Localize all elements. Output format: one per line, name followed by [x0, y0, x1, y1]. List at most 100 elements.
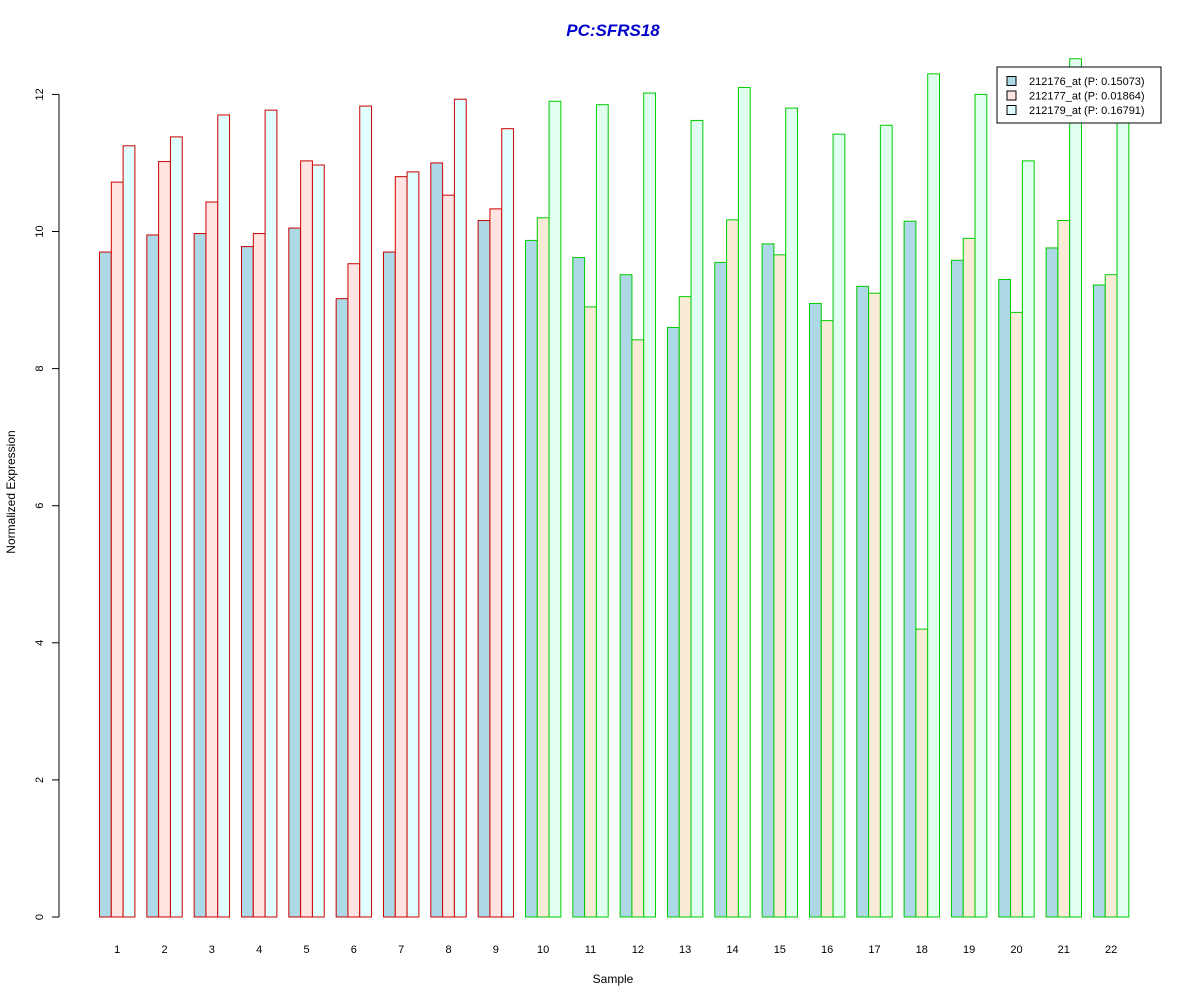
bar-sample-17-series-1	[856, 285, 870, 918]
bar-sample-18-series-2	[915, 628, 929, 918]
x-tick-label-15: 15	[774, 944, 786, 956]
legend-label-1: 212176_at (P: 0.15073)	[1029, 76, 1145, 88]
bar-sample-10-series-1	[524, 239, 538, 918]
bar-sample-5-series-1	[288, 227, 302, 918]
x-tick-label-19: 19	[963, 944, 975, 956]
bar-sample-10-series-3	[548, 100, 562, 918]
bar-sample-1-series-1	[99, 251, 112, 918]
bar-sample-12-series-3	[643, 92, 657, 918]
bar-sample-19-series-2	[962, 237, 976, 918]
legend-label-2: 212177_at (P: 0.01864)	[1029, 91, 1145, 103]
legend: 212176_at (P: 0.15073) 212177_at (P: 0.01…	[996, 66, 1162, 124]
chart-title: PC:SFRS18	[566, 21, 660, 40]
bar-sample-21-series-2	[1057, 220, 1071, 918]
bar-sample-15-series-1	[761, 243, 775, 918]
x-tick-label-22: 22	[1105, 944, 1117, 956]
bar-sample-13-series-1	[666, 326, 680, 918]
bar-sample-17-series-2	[868, 292, 881, 918]
bar-sample-16-series-3	[832, 133, 846, 918]
bar-sample-4-series-2	[252, 233, 266, 918]
bar-sample-7-series-3	[406, 171, 420, 918]
x-tick-label-12: 12	[632, 944, 644, 956]
x-tick-label-3: 3	[209, 944, 215, 956]
y-tick-label-2: 2	[34, 777, 46, 783]
bar-sample-21-series-1	[1045, 247, 1059, 918]
bar-sample-6-series-2	[347, 263, 361, 918]
legend-swatch-3	[1006, 105, 1017, 115]
bar-sample-5-series-2	[300, 160, 313, 918]
y-tick-label-8: 8	[34, 366, 46, 372]
bar-sample-9-series-2	[489, 208, 503, 918]
y-axis: 0 2 4 6 8 10 12	[34, 88, 60, 920]
bar-sample-1-series-2	[110, 181, 124, 918]
bar-sample-13-series-3	[690, 119, 704, 918]
x-tick-label-7: 7	[398, 944, 404, 956]
bar-sample-9-series-3	[501, 128, 515, 918]
x-tick-label-13: 13	[679, 944, 691, 956]
bar-sample-22-series-1	[1092, 284, 1106, 918]
x-tick-label-14: 14	[726, 944, 738, 956]
x-tick-label-17: 17	[868, 944, 880, 956]
bar-sample-20-series-1	[998, 278, 1012, 918]
x-tick-label-2: 2	[161, 944, 167, 956]
bar-sample-14-series-2	[726, 219, 739, 918]
bar-sample-11-series-3	[595, 104, 609, 918]
x-axis-labels: 1 2 3 4 5 6 7 8 9 10 11 12 13 14 15 16 17 18 19 20 21 22	[114, 944, 1117, 956]
x-tick-label-16: 16	[821, 944, 833, 956]
bar-sample-20-series-2	[1010, 311, 1023, 918]
x-tick-label-1: 1	[114, 944, 120, 956]
legend-label-3: 212179_at (P: 0.16791)	[1029, 105, 1145, 117]
bar-sample-7-series-1	[382, 251, 396, 918]
bar-sample-15-series-2	[773, 254, 787, 918]
bar-sample-8-series-1	[430, 162, 444, 918]
bar-sample-14-series-1	[714, 261, 728, 918]
bar-sample-12-series-2	[631, 339, 645, 918]
x-tick-label-10: 10	[537, 944, 549, 956]
bar-sample-19-series-3	[974, 93, 988, 918]
x-tick-label-18: 18	[916, 944, 928, 956]
x-tick-label-5: 5	[303, 944, 309, 956]
x-tick-label-4: 4	[256, 944, 262, 956]
y-axis-title: Normalized Expression	[4, 430, 18, 553]
bar-sample-7-series-2	[394, 176, 408, 918]
bar-sample-11-series-1	[572, 257, 586, 918]
y-tick-label-4: 4	[34, 640, 46, 646]
bar-sample-10-series-2	[536, 217, 550, 918]
bar-sample-16-series-1	[808, 302, 822, 918]
bar-sample-12-series-1	[619, 274, 633, 918]
x-axis-title: Sample	[593, 972, 634, 986]
bar-sample-2-series-3	[169, 136, 183, 918]
bar-sample-20-series-3	[1021, 160, 1035, 918]
bar-sample-8-series-2	[442, 194, 455, 918]
bar-sample-22-series-2	[1104, 274, 1118, 918]
bar-sample-21-series-3	[1069, 58, 1082, 918]
bar-sample-4-series-1	[240, 246, 254, 918]
bar-sample-18-series-1	[903, 220, 917, 918]
legend-swatch-1	[1006, 76, 1017, 86]
bars-layer	[99, 58, 1130, 918]
y-tick-label-0: 0	[34, 914, 46, 920]
x-tick-label-20: 20	[1010, 944, 1022, 956]
x-tick-label-11: 11	[585, 944, 596, 956]
bar-sample-14-series-3	[737, 87, 751, 918]
bar-sample-19-series-1	[950, 259, 964, 918]
bar-sample-5-series-3	[311, 164, 325, 918]
bar-sample-8-series-3	[453, 98, 467, 918]
bar-sample-2-series-1	[146, 234, 160, 918]
bar-sample-3-series-1	[193, 233, 207, 918]
bar-sample-18-series-3	[927, 73, 941, 918]
bar-sample-11-series-2	[584, 306, 597, 918]
bar-sample-16-series-2	[820, 320, 834, 918]
bar-sample-6-series-3	[359, 105, 373, 918]
bar-sample-1-series-3	[122, 145, 136, 918]
bar-sample-13-series-2	[678, 296, 692, 918]
bar-sample-3-series-2	[205, 201, 219, 918]
bar-sample-4-series-3	[264, 109, 278, 918]
legend-swatch-2	[1006, 90, 1017, 101]
bar-sample-6-series-1	[335, 298, 349, 918]
bar-sample-9-series-1	[477, 220, 491, 918]
legend-box	[996, 66, 1162, 124]
bar-sample-2-series-2	[158, 161, 171, 918]
